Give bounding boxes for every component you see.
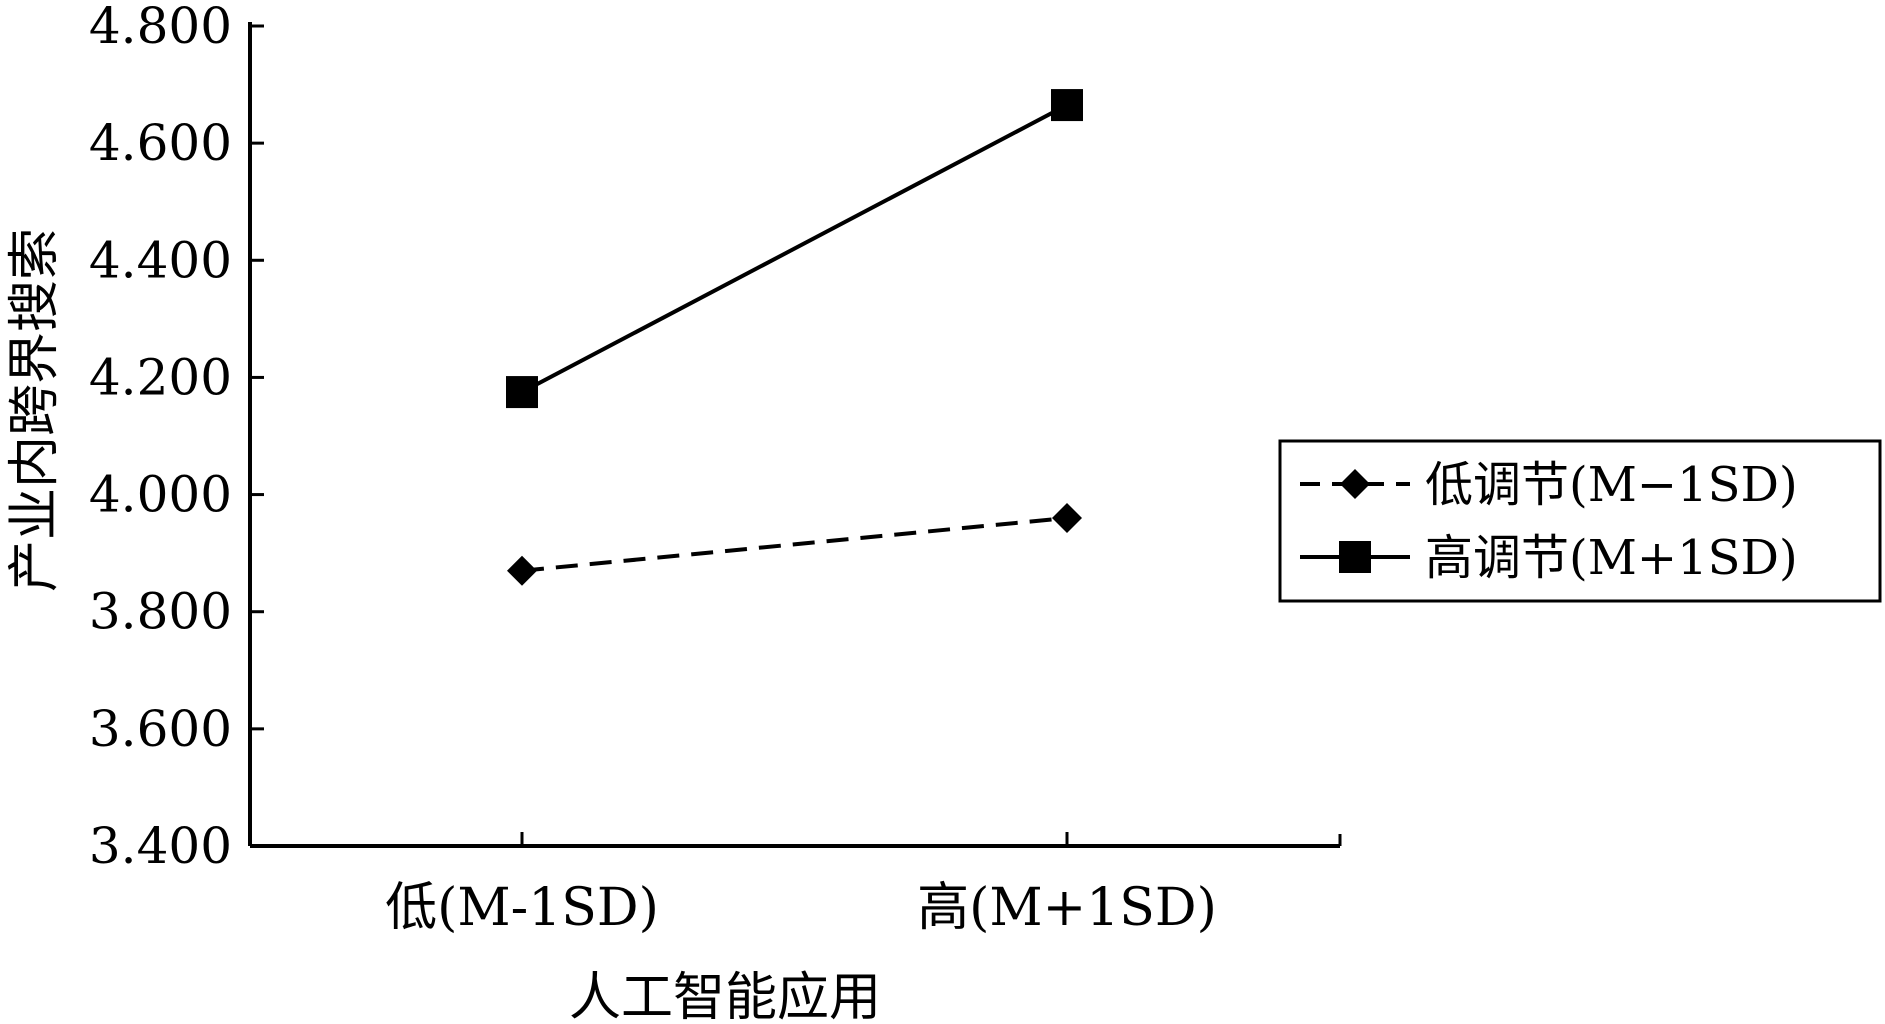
legend-item-1: 低调节(M−1SD) — [1300, 457, 1798, 513]
x-axis-title: 人工智能应用 — [569, 968, 881, 1024]
legend-marker — [1339, 541, 1371, 573]
data-point — [1051, 89, 1083, 122]
axes — [248, 22, 1342, 848]
data-point — [1052, 503, 1082, 533]
series-line — [521, 103, 1068, 394]
y-tick-label: 4.000 — [89, 466, 232, 524]
y-axis-ticks: 3.400 3.600 3.800 4.000 4.200 4.400 4.600 4.800 — [89, 0, 264, 875]
series-line — [521, 516, 1068, 573]
legend: 低调节(M−1SD) 高调节(M+1SD) — [1278, 439, 1882, 603]
y-tick-label: 4.800 — [89, 0, 232, 55]
y-tick-label: 3.600 — [89, 700, 232, 758]
x-axis-ticks: 低(M-1SD) 高(M+1SD) — [385, 832, 1217, 938]
legend-item-2: 高调节(M+1SD) — [1300, 530, 1798, 586]
legend-label: 高调节(M+1SD) — [1425, 530, 1798, 586]
series-group — [506, 89, 1083, 586]
y-tick-label: 4.400 — [89, 231, 232, 289]
y-axis-title: 产业内跨界搜索 — [5, 228, 65, 592]
y-tick-label: 3.400 — [89, 817, 232, 875]
series-2 — [506, 89, 1083, 409]
data-point — [506, 376, 538, 409]
x-tick-label: 低(M-1SD) — [385, 878, 659, 938]
legend-box — [1278, 439, 1882, 603]
legend-label: 低调节(M−1SD) — [1425, 457, 1798, 513]
x-tick-label: 高(M+1SD) — [917, 878, 1217, 938]
y-tick-label: 4.200 — [89, 348, 232, 406]
series-1 — [507, 503, 1082, 586]
y-tick-label: 4.600 — [89, 114, 232, 172]
legend-marker — [1340, 469, 1370, 499]
data-point — [507, 555, 537, 586]
y-tick-label: 3.800 — [89, 583, 232, 641]
